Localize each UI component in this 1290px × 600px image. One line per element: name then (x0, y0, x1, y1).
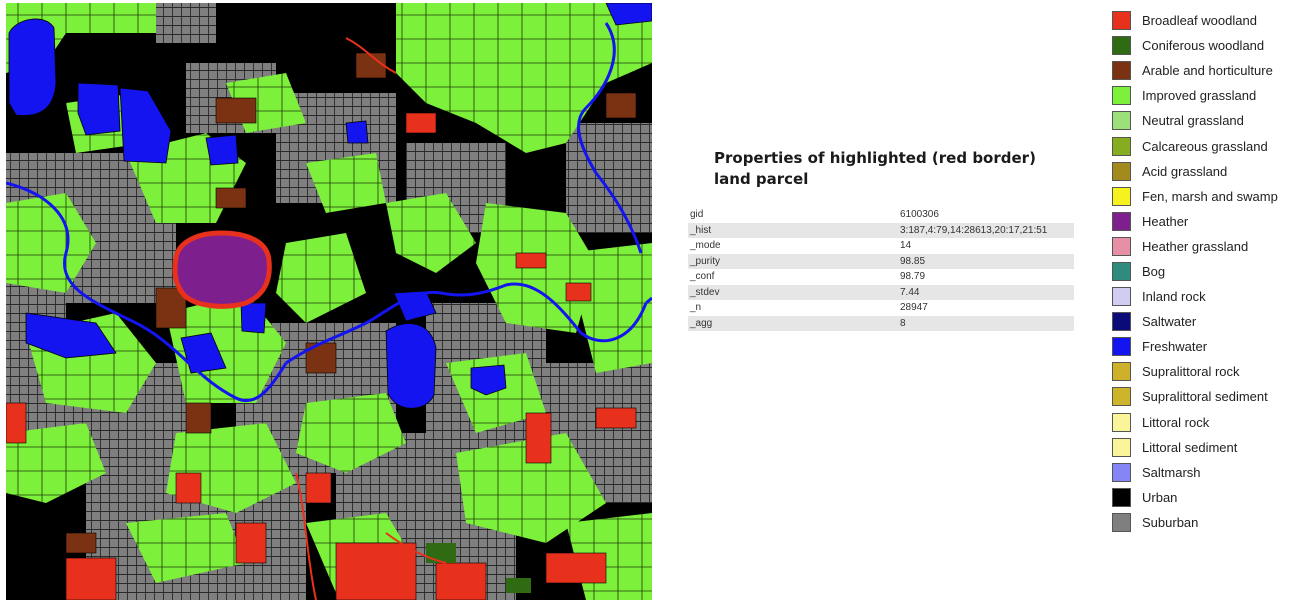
legend-swatch (1112, 261, 1131, 281)
property-row: _purity 98.85 (688, 253, 1074, 269)
legend-label: Inland rock (1142, 289, 1206, 305)
legend-item: Arable and horticulture (1112, 58, 1290, 83)
legend-swatch (1112, 186, 1131, 206)
legend-item: Supralittoral sediment (1112, 384, 1290, 409)
legend-item: Suburban (1112, 510, 1290, 535)
legend-swatch (1112, 362, 1131, 382)
legend-item: Supralittoral rock (1112, 359, 1290, 384)
legend-swatch (1112, 211, 1131, 231)
highlighted-land-parcel[interactable] (172, 230, 272, 309)
property-key: gid (690, 209, 704, 220)
legend-swatch (1112, 512, 1131, 532)
coniferous-woodland-areas (426, 543, 531, 593)
legend-label: Acid grassland (1142, 163, 1228, 179)
property-row: _conf 98.79 (688, 269, 1074, 285)
property-row: _agg 8 (688, 315, 1074, 331)
legend-item: Broadleaf woodland (1112, 8, 1290, 33)
legend-label: Freshwater (1142, 339, 1208, 355)
property-key: _hist (688, 222, 898, 238)
map-legend: Broadleaf woodland Coniferous woodland Ara… (1112, 8, 1290, 535)
property-value: 98.85 (898, 253, 1074, 269)
properties-table: gid 6100306 _hist 3:187,4:79,14:28613,20:17… (688, 207, 1074, 331)
property-value: 7.44 (898, 284, 1074, 300)
legend-swatch (1112, 412, 1131, 432)
legend-label: Coniferous woodland (1142, 38, 1265, 54)
broadleaf-woodland-areas (6, 112, 637, 600)
legend-label: Broadleaf woodland (1142, 13, 1257, 29)
property-row: _stdev 7.44 (688, 284, 1074, 300)
legend-label: Bog (1142, 263, 1166, 279)
property-value: 98.79 (900, 271, 926, 282)
legend-label: Littoral rock (1142, 414, 1210, 430)
legend-label: Supralittoral rock (1142, 364, 1240, 380)
property-key: _conf (690, 271, 715, 282)
legend-item: Heather grassland (1112, 234, 1290, 259)
legend-item: Heather (1112, 209, 1290, 234)
freshwater-areas (8, 3, 652, 409)
properties-panel: Properties of highlighted (red border) l… (688, 148, 1074, 331)
legend-swatch (1112, 387, 1131, 407)
river-lines (6, 22, 652, 402)
property-key: _n (690, 302, 702, 313)
property-key: _agg (688, 315, 898, 331)
legend-swatch (1112, 86, 1131, 106)
property-value: 28947 (900, 302, 928, 313)
property-key: _stdev (688, 284, 898, 300)
legend-swatch (1112, 36, 1131, 56)
legend-swatch (1112, 287, 1131, 307)
legend-swatch (1112, 437, 1131, 457)
legend-swatch (1112, 337, 1131, 357)
legend-label: Saltwater (1142, 314, 1197, 330)
legend-item: Improved grassland (1112, 83, 1290, 108)
legend-label: Improved grassland (1142, 88, 1257, 104)
property-row: _hist 3:187,4:79,14:28613,20:17,21:51 (688, 222, 1074, 238)
legend-label: Urban (1142, 489, 1178, 505)
legend-label: Littoral sediment (1142, 439, 1238, 455)
legend-item: Bog (1112, 259, 1290, 284)
legend-item: Urban (1112, 485, 1290, 510)
legend-swatch (1112, 61, 1131, 81)
legend-swatch (1112, 462, 1131, 482)
legend-item: Saltwater (1112, 309, 1290, 334)
legend-label: Supralittoral sediment (1142, 389, 1268, 405)
legend-swatch (1112, 487, 1131, 507)
legend-swatch (1112, 161, 1131, 181)
land-cover-map-canvas[interactable] (6, 3, 652, 600)
property-value: 14 (900, 240, 912, 251)
legend-item: Littoral rock (1112, 410, 1290, 435)
legend-item: Littoral sediment (1112, 435, 1290, 460)
legend-item: Inland rock (1112, 284, 1290, 309)
legend-swatch (1112, 136, 1131, 156)
legend-label: Neutral grassland (1142, 113, 1244, 129)
property-key: _mode (690, 240, 721, 251)
property-key: _purity (688, 253, 898, 269)
legend-label: Fen, marsh and swamp (1142, 188, 1278, 204)
legend-swatch (1112, 312, 1131, 332)
property-value: 8 (898, 315, 1074, 331)
property-value: 6100306 (900, 209, 939, 220)
properties-title: Properties of highlighted (red border) l… (714, 149, 1036, 188)
legend-item: Calcareous grassland (1112, 133, 1290, 158)
legend-label: Heather (1142, 213, 1189, 229)
legend-swatch (1112, 236, 1131, 256)
property-row: gid 6100306 (688, 207, 1074, 223)
legend-item: Neutral grassland (1112, 108, 1290, 133)
property-row: _n 28947 (688, 300, 1074, 316)
legend-label: Heather grassland (1142, 238, 1249, 254)
legend-swatch (1112, 111, 1131, 131)
legend-item: Coniferous woodland (1112, 33, 1290, 58)
property-row: _mode 14 (688, 238, 1074, 254)
property-value: 3:187,4:79,14:28613,20:17,21:51 (898, 222, 1074, 238)
legend-item: Fen, marsh and swamp (1112, 184, 1290, 209)
legend-item: Saltmarsh (1112, 460, 1290, 485)
legend-label: Saltmarsh (1142, 464, 1201, 480)
road-lines (295, 37, 447, 600)
legend-item: Freshwater (1112, 334, 1290, 359)
land-cover-map[interactable] (6, 3, 652, 600)
legend-item: Acid grassland (1112, 159, 1290, 184)
legend-swatch (1112, 11, 1131, 31)
legend-label: Arable and horticulture (1142, 63, 1273, 79)
legend-label: Suburban (1142, 514, 1199, 530)
legend-label: Calcareous grassland (1142, 138, 1268, 154)
